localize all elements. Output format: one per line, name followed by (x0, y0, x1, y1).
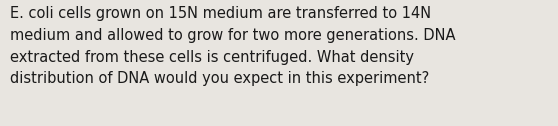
Text: E. coli cells grown on 15N medium are transferred to 14N
medium and allowed to g: E. coli cells grown on 15N medium are tr… (10, 6, 455, 86)
